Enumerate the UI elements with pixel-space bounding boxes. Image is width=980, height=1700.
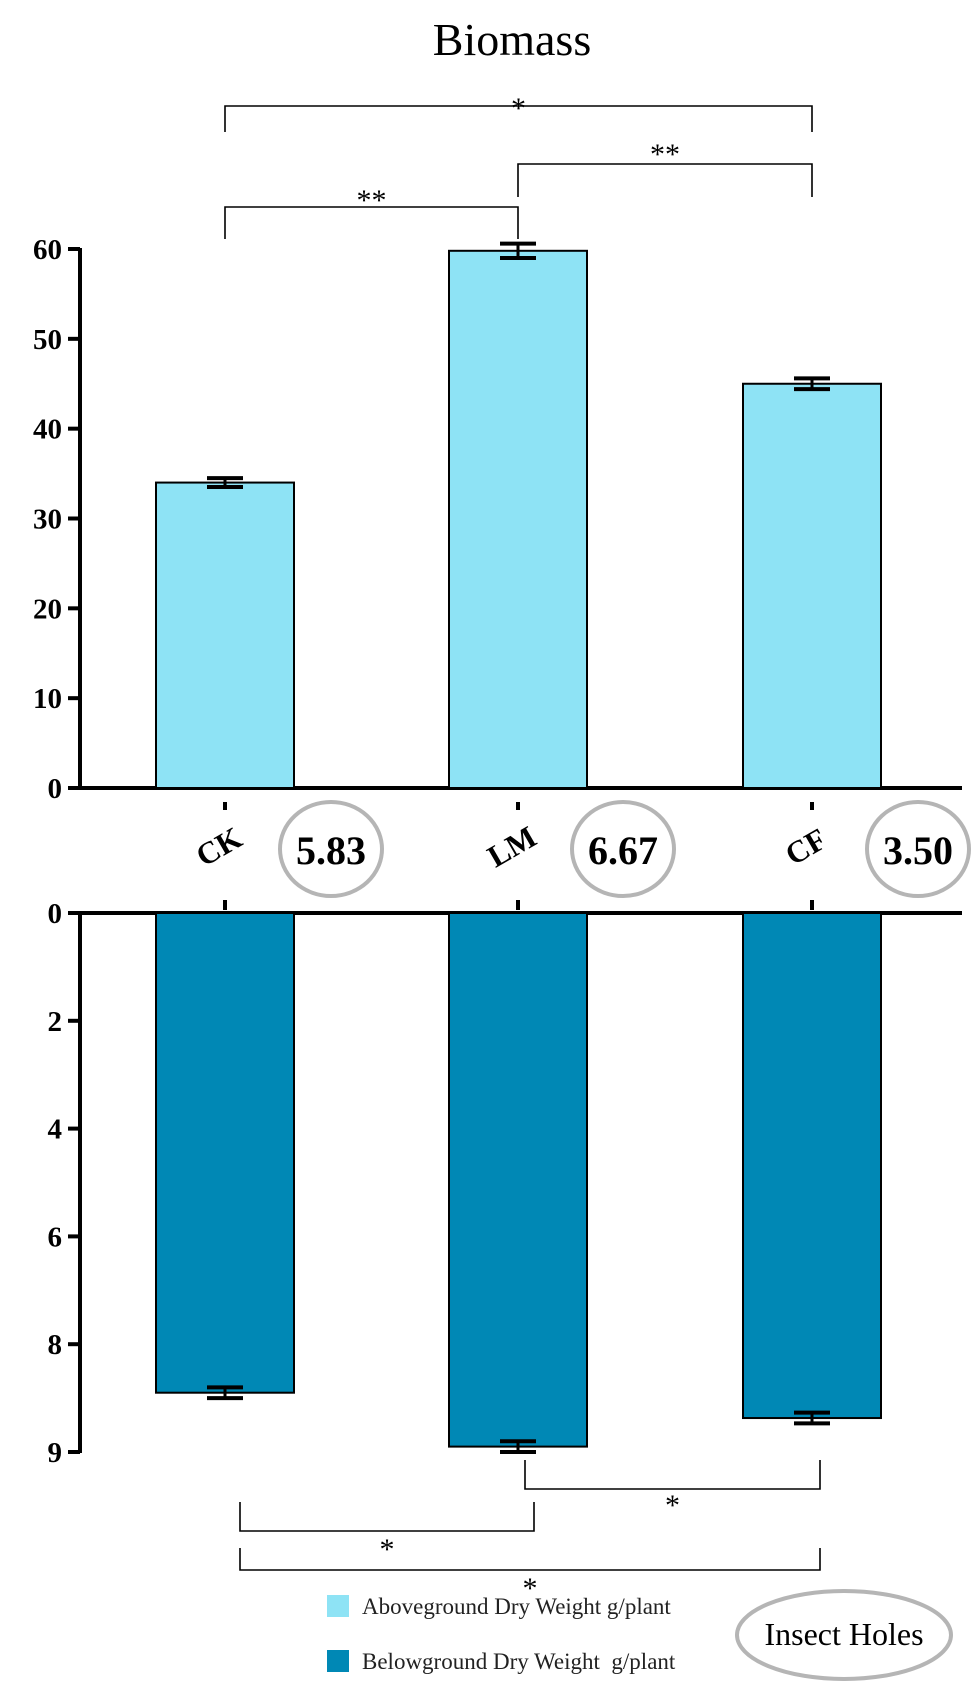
bottom-y-tick-label: 8 xyxy=(48,1329,63,1361)
belowground-bar-cf xyxy=(742,912,882,1420)
top-y-tick-label: 60 xyxy=(33,234,62,266)
aboveground-bar-lm xyxy=(448,249,588,789)
significance-bottom-0-line xyxy=(524,1460,821,1490)
top-y-tick-label: 50 xyxy=(33,324,62,356)
belowground-bars xyxy=(155,912,882,1454)
bottom-y-tick-label: 0 xyxy=(48,898,63,930)
significance-top-group: ***** xyxy=(224,92,813,239)
legend: Aboveground Dry Weight g/plant Belowgrou… xyxy=(327,1589,953,1681)
significance-top-1-line xyxy=(517,163,813,197)
significance-bottom-2: * xyxy=(239,1548,821,1605)
significance-bottom-2-label: * xyxy=(523,1572,538,1605)
insect-holes-ellipse-cf xyxy=(865,800,971,898)
significance-top-2-line xyxy=(224,206,519,239)
bottom-y-tick-label: 9 xyxy=(48,1437,63,1469)
aboveground-bar-ck xyxy=(155,481,295,789)
category-label-ck: CK xyxy=(190,820,248,874)
insect-holes-value-cf: 3.50 xyxy=(883,828,953,873)
top-y-tick-label: 0 xyxy=(48,773,63,805)
belowground-bar-ck xyxy=(155,912,295,1394)
significance-bottom-1-label: * xyxy=(380,1533,395,1566)
legend-label-belowground: Belowground Dry Weight g/plant xyxy=(362,1649,676,1674)
legend-label-aboveground: Aboveground Dry Weight g/plant xyxy=(362,1594,671,1619)
legend-swatch-aboveground xyxy=(327,1595,349,1617)
category-labels: CK 5.83 LM 6.67 CF 3.50 xyxy=(190,800,971,910)
chart-title: Biomass xyxy=(433,14,591,65)
significance-top-2: ** xyxy=(224,184,519,239)
significance-bottom-0-label: * xyxy=(665,1489,680,1522)
significance-top-0-line xyxy=(224,105,813,132)
insect-holes-ellipse-ck xyxy=(278,800,384,898)
aboveground-bars xyxy=(155,241,882,789)
significance-bottom-2-line xyxy=(239,1548,821,1571)
significance-top-1: ** xyxy=(517,138,813,197)
significance-bottom-group: * * * xyxy=(239,1460,821,1605)
bottom-y-tick-label: 2 xyxy=(48,1006,63,1038)
insect-holes-value-lm: 6.67 xyxy=(588,828,658,873)
significance-top-1-label: ** xyxy=(650,138,680,171)
legend-swatch-belowground xyxy=(327,1650,349,1672)
significance-top-2-label: ** xyxy=(357,184,387,217)
top-y-tick-label: 30 xyxy=(33,504,62,536)
bottom-y-tick-label: 6 xyxy=(48,1221,63,1253)
top-y-tick-label: 10 xyxy=(33,683,62,715)
significance-bottom-1: * xyxy=(239,1502,535,1566)
insect-holes-legend-ellipse xyxy=(735,1589,953,1681)
top-y-tick-label: 20 xyxy=(33,593,62,625)
aboveground-bar-cf xyxy=(742,382,882,789)
bottom-y-tick-label: 4 xyxy=(48,1114,63,1146)
insect-holes-legend-label: Insect Holes xyxy=(764,1616,923,1652)
belowground-bar-lm xyxy=(448,912,588,1448)
category-label-lm: LM xyxy=(481,819,542,874)
significance-bottom-0: * xyxy=(524,1460,821,1522)
insect-holes-value-ck: 5.83 xyxy=(296,828,366,873)
top-y-tick-label: 40 xyxy=(33,414,62,446)
category-label-cf: CF xyxy=(779,821,832,872)
significance-top-0-label: * xyxy=(511,92,526,125)
insect-holes-ellipse-lm xyxy=(570,800,676,898)
significance-top-0: * xyxy=(224,92,813,132)
significance-bottom-1-line xyxy=(239,1502,535,1532)
